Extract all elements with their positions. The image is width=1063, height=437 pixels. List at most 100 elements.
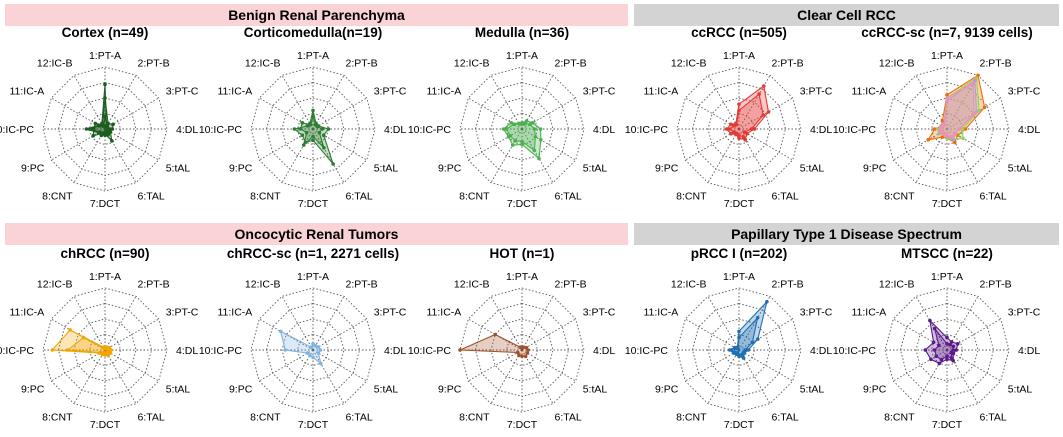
grid-ring: [73, 318, 137, 382]
axis-label: 7:DCT: [724, 198, 755, 210]
axis-label: 6:TAL: [772, 412, 799, 424]
axis-label: 2:PT-B: [138, 278, 170, 290]
radar-series: [66, 335, 112, 357]
series-point: [81, 335, 86, 340]
series-point: [316, 351, 321, 355]
section-header: Papillary Type 1 Disease Spectrum: [634, 223, 1059, 245]
series-point: [951, 344, 956, 349]
series-point: [528, 122, 532, 127]
radar-chart: chRCC (n=90) 1:PT-A 2:PT-B 3:PT-C 4:DL 5:tAL 6…: [0, 246, 199, 431]
axis-label: 7:DCT: [90, 419, 121, 431]
radar-series: [729, 315, 760, 358]
axis-label: 3:PT-C: [800, 307, 833, 319]
series-point: [105, 122, 110, 127]
series-point: [939, 357, 944, 362]
grid-spoke: [104, 349, 137, 404]
axis-label: 11:IC-A: [851, 86, 886, 98]
axis-label: 12:IC-B: [37, 57, 73, 69]
series-point: [737, 335, 741, 340]
radar-chart: Corticomedulla(n=19) 1:PT-A 2:PT-B 3:PT-C 4:…: [199, 25, 407, 210]
series-point: [97, 124, 102, 128]
axis-label: 6:TAL: [980, 191, 1007, 203]
axis-label: 5:tAL: [1008, 384, 1033, 396]
axis-label: 12:IC-B: [879, 278, 915, 290]
radar-charts: Cortex (n=49) 1:PT-A 2:PT-B 3:PT-C 4:DL 5:tAL…: [0, 25, 1041, 431]
series-point: [743, 348, 747, 352]
series-point: [951, 348, 955, 352]
series-point: [977, 108, 981, 113]
axis-label: 7:DCT: [507, 419, 538, 431]
series-point: [724, 127, 729, 131]
series-point: [932, 348, 937, 352]
grid-ring: [707, 318, 771, 382]
series-point: [949, 356, 954, 360]
series-point: [99, 133, 104, 138]
series-point: [105, 128, 110, 133]
axis-label: 10:IC-PC: [408, 345, 452, 357]
axis-label: 8:CNT: [250, 191, 281, 203]
radar-chart: MTSCC (n=22) 1:PT-A 2:PT-B 3:PT-C 4:DL 5:tAL 6…: [833, 246, 1041, 431]
series-point: [734, 131, 739, 136]
series-point: [745, 131, 749, 136]
series-point: [524, 345, 529, 350]
series-point: [940, 119, 945, 123]
axis-label: 9:PC: [229, 163, 253, 175]
grid-ring: [676, 66, 802, 192]
axis-label: 9:PC: [21, 163, 45, 175]
series-point: [523, 354, 528, 359]
series-point: [960, 127, 965, 131]
series-point: [934, 354, 939, 359]
axis-label: 8:CNT: [884, 412, 915, 424]
series-point: [308, 353, 312, 358]
series-point: [937, 361, 942, 366]
series-point: [757, 92, 761, 96]
series-point: [525, 351, 530, 355]
axis-label: 12:IC-B: [245, 57, 281, 69]
radar-series: [298, 114, 326, 150]
series-point: [945, 96, 949, 100]
series-point: [300, 121, 305, 125]
grid-ring: [73, 97, 137, 161]
series-point: [945, 335, 949, 340]
radar-series: [727, 92, 765, 139]
radar-chart: chRCC-sc (n=1, 2271 cells) 1:PT-A 2:PT-B 3:…: [199, 246, 407, 431]
axis-label: 8:CNT: [676, 412, 707, 424]
series-point: [982, 105, 987, 110]
series-point: [111, 122, 115, 127]
radar-series: [504, 121, 538, 153]
axis-label: 12:IC-B: [37, 278, 73, 290]
series-point: [508, 134, 512, 138]
series-point: [515, 350, 520, 355]
axis-label: 5:tAL: [800, 384, 825, 396]
axis-label: 7:DCT: [90, 198, 121, 210]
series-point: [940, 135, 945, 139]
series-point: [742, 130, 747, 134]
series-point: [538, 127, 543, 131]
axis-label: 6:TAL: [346, 191, 373, 203]
axis-label: 7:DCT: [724, 419, 755, 431]
series-point: [949, 350, 954, 355]
axis-label: 3:PT-C: [166, 307, 199, 319]
axis-label: 9:PC: [655, 384, 679, 396]
axis-label: 10:IC-PC: [0, 124, 34, 136]
grid-spoke: [468, 349, 523, 382]
radar-chart: HOT (n=1) 1:PT-A 2:PT-B 3:PT-C 4:DL 5:tAL 6:TA…: [408, 246, 616, 431]
series-point: [493, 332, 498, 337]
series-point: [315, 124, 320, 129]
axis-label: 7:DCT: [298, 419, 329, 431]
series-point: [322, 146, 326, 150]
axis-label: 6:TAL: [772, 191, 799, 203]
chart-title: chRCC-sc (n=1, 2271 cells): [227, 246, 399, 261]
series-point: [101, 124, 106, 129]
series-point: [948, 342, 952, 347]
axis-label: 8:CNT: [676, 191, 707, 203]
series-point: [749, 127, 754, 131]
axis-label: 5:tAL: [374, 163, 399, 175]
series-point: [974, 76, 979, 80]
series-point: [766, 110, 771, 114]
radar-series: [458, 332, 530, 359]
series-point: [741, 350, 746, 355]
series-point: [501, 127, 506, 131]
series-point: [734, 122, 739, 127]
series-point: [731, 124, 736, 128]
